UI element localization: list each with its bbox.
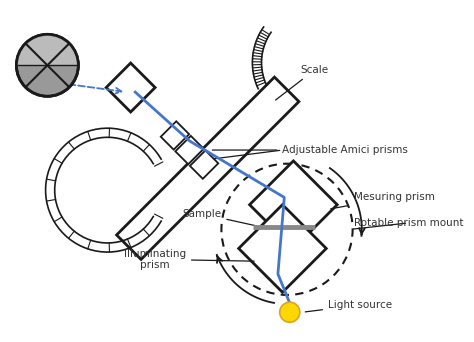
Text: Illuminating
prism: Illuminating prism	[124, 249, 254, 270]
Polygon shape	[106, 63, 155, 112]
Circle shape	[280, 302, 300, 322]
Text: Rotable prism mount: Rotable prism mount	[354, 218, 463, 229]
Polygon shape	[17, 34, 78, 65]
Text: Mesuring prism: Mesuring prism	[331, 193, 434, 209]
Polygon shape	[117, 77, 299, 260]
Polygon shape	[190, 150, 219, 179]
Polygon shape	[250, 161, 337, 249]
Polygon shape	[161, 121, 189, 150]
Polygon shape	[175, 136, 204, 164]
Polygon shape	[238, 205, 326, 292]
Text: Light source: Light source	[305, 300, 392, 312]
Text: Scale: Scale	[275, 65, 329, 100]
Text: Sample: Sample	[182, 209, 257, 226]
Text: Adjustable Amici prisms: Adjustable Amici prisms	[212, 145, 408, 155]
Circle shape	[17, 34, 78, 96]
